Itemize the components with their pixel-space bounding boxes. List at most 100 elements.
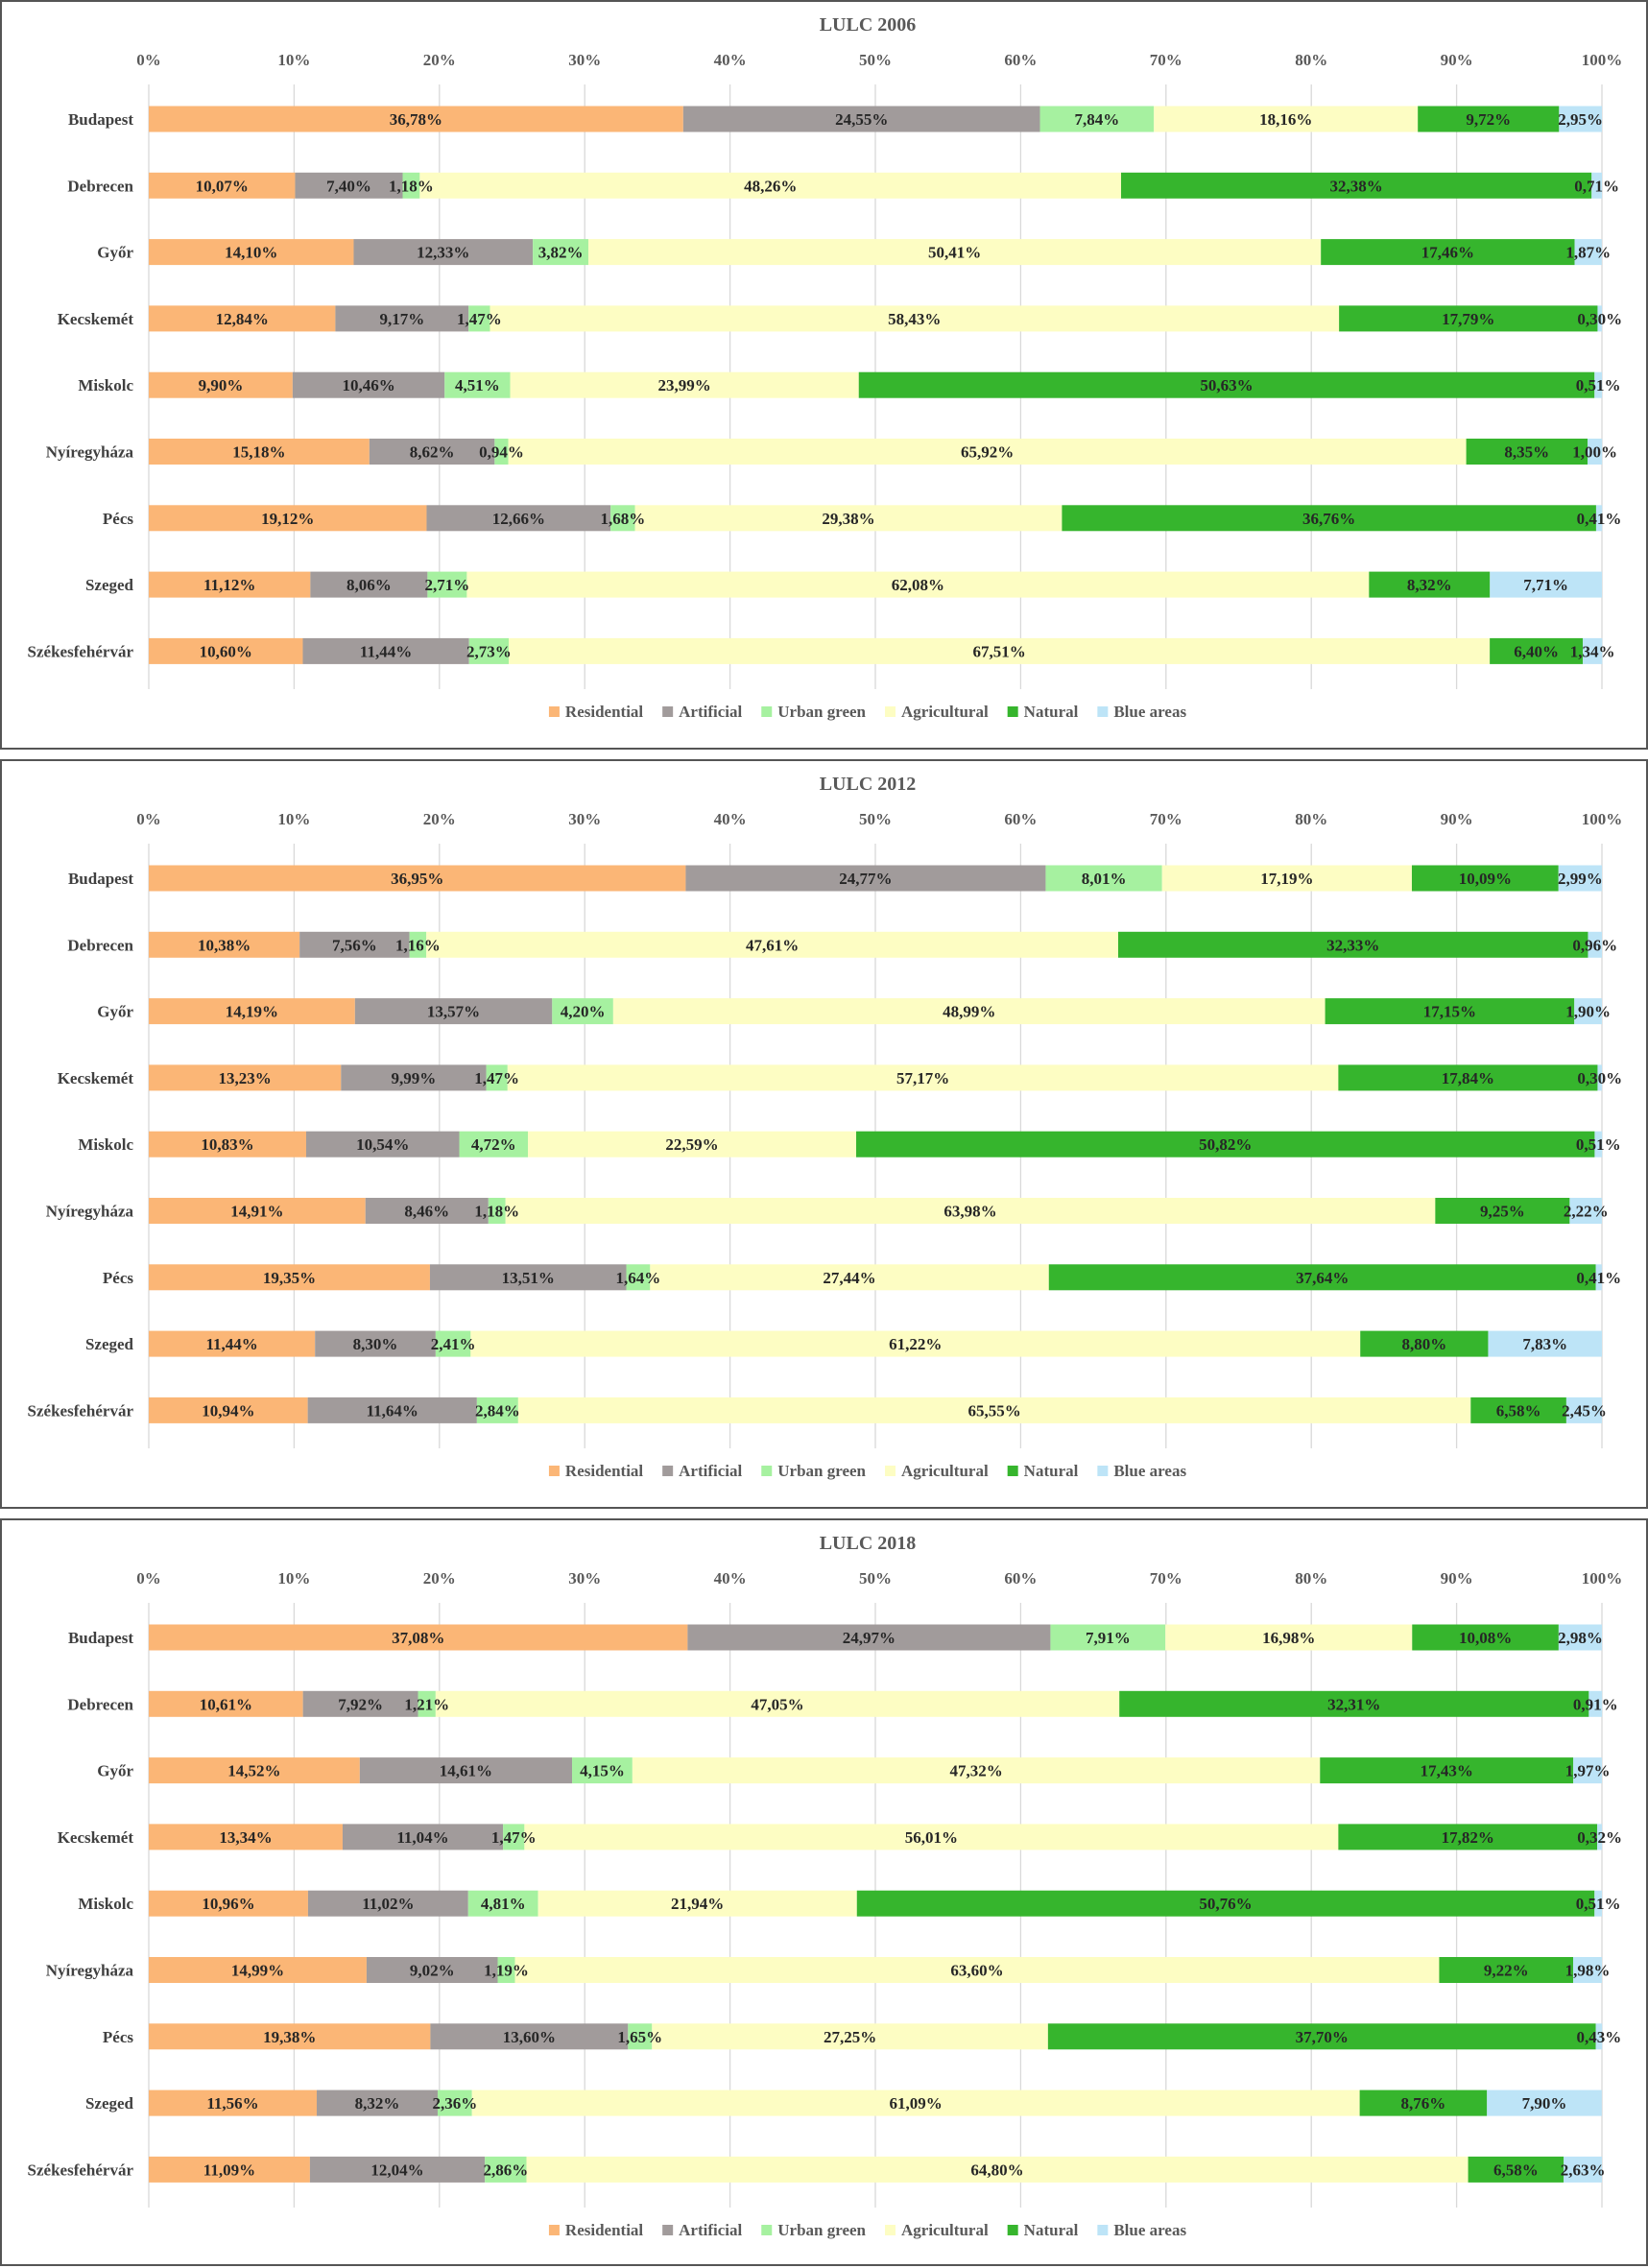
- chart1-data-label-miskolc-residential: 10,83%: [201, 1135, 253, 1154]
- chart2-bar-szekesfehervar-agricultural: [526, 2156, 1469, 2183]
- chart0-legend-item-natural: Natural: [1007, 703, 1079, 721]
- chart0-bar-kecskemet-blue-areas: [1597, 305, 1602, 332]
- chart-panel-2018: LULC 2018 0% 10% 20% 30% 40% 50% 60% 70% 80% 90% 10…: [0, 1518, 1648, 2266]
- chart1-data-label-debrecen-natural: 32,33%: [1326, 936, 1379, 954]
- chart2-category-label-debrecen: Debrecen: [67, 1695, 133, 1713]
- chart0-bar-debrecen-artificial: [295, 172, 403, 199]
- chart0-bar-nyiregyhaza-urban-green: [494, 439, 509, 465]
- chart2-xtick-label-3: 30%: [568, 1569, 601, 1588]
- chart1-bar-miskolc-blue-areas: [1594, 1131, 1603, 1158]
- chart1-category-label-budapest: Budapest: [68, 870, 133, 888]
- chart2-bar-budapest-natural: [1412, 1624, 1559, 1651]
- chart0-bar-gyor-urban-green: [533, 239, 588, 266]
- chart1-data-label-budapest-blue-areas: 2,99%: [1558, 870, 1603, 888]
- chart2-bar-miskolc-artificial: [307, 1890, 468, 1917]
- chart2-xtick-label-5: 50%: [859, 1569, 892, 1588]
- chart1-bar-nyiregyhaza-agricultural: [505, 1198, 1436, 1224]
- chart1-bar-szeged-natural: [1360, 1330, 1489, 1357]
- chart2-bar-nyiregyhaza-residential: [149, 1957, 367, 1983]
- chart0-data-label-gyor-residential: 14,10%: [225, 244, 277, 262]
- chart0-bar-debrecen-residential: [149, 172, 296, 199]
- chart2-xtick-label-10: 100%: [1582, 1569, 1623, 1588]
- chart0-legend-item-residential: Residential: [548, 703, 643, 721]
- chart1-bar-miskolc-urban-green: [459, 1131, 529, 1158]
- chart1-legend-swatch-urban-green: [761, 1466, 773, 1476]
- chart2-data-label-miskolc-urban-green: 4,81%: [481, 1895, 526, 1913]
- chart0-bar-nyiregyhaza-residential: [149, 439, 370, 465]
- chart1-bar-szeged-residential: [149, 1330, 316, 1357]
- chart1-bar-szekesfehervar-urban-green: [476, 1397, 518, 1423]
- chart1-data-label-nyiregyhaza-agricultural: 63,98%: [943, 1203, 996, 1221]
- chart2-bar-nyiregyhaza-natural: [1439, 1957, 1574, 1983]
- chart1-bar-nyiregyhaza-residential: [149, 1198, 366, 1224]
- chart0-xtick-label-0: 0%: [136, 51, 161, 69]
- chart2-data-label-szeged-urban-green: 2,36%: [432, 2094, 477, 2113]
- chart2-data-label-kecskemet-residential: 13,34%: [219, 1828, 272, 1847]
- chart2-legend: Residential Artificial Urban green Agricult…: [548, 2221, 1186, 2239]
- chart2-xtick-label-4: 40%: [714, 1569, 747, 1588]
- chart2-data-label-nyiregyhaza-agricultural: 63,60%: [950, 1962, 1003, 1980]
- chart1-data-label-miskolc-natural: 50,82%: [1199, 1135, 1252, 1154]
- chart0-title: LULC 2006: [820, 14, 917, 36]
- chart0-category-label-szeged: Szeged: [85, 576, 134, 594]
- chart1-data-label-debrecen-blue-areas: 0,96%: [1572, 936, 1617, 954]
- chart1-category-label-gyor: Győr: [97, 1003, 133, 1021]
- chart0-bar-szeged-artificial: [310, 571, 428, 598]
- chart0-bar-szeged-natural: [1369, 571, 1491, 598]
- chart0-data-label-szeged-artificial: 8,06%: [346, 576, 392, 594]
- chart1-legend-label-urban-green: Urban green: [777, 1462, 866, 1480]
- chart2-bar-szeged-blue-areas: [1487, 2089, 1602, 2116]
- chart0-data-label-szekesfehervar-artificial: 11,44%: [360, 642, 412, 660]
- chart2-legend-label-urban-green: Urban green: [777, 2221, 866, 2239]
- chart2-category-label-kecskemet: Kecskemét: [58, 1828, 134, 1847]
- chart-panel-2012: LULC 2012 0% 10% 20% 30% 40% 50% 60% 70% 80% 90% 10…: [0, 759, 1648, 1509]
- chart1-category-label-debrecen: Debrecen: [67, 936, 133, 954]
- chart0-legend-swatch-residential: [548, 706, 560, 717]
- chart0-bar-pecs-agricultural: [634, 505, 1063, 532]
- chart0-data-label-gyor-agricultural: 50,41%: [928, 244, 981, 262]
- chart1-legend-swatch-natural: [1007, 1466, 1018, 1476]
- chart2-data-label-kecskemet-agricultural: 56,01%: [905, 1828, 958, 1847]
- chart0-bar-miskolc-agricultural: [510, 371, 859, 398]
- chart0-data-label-debrecen-urban-green: 1,18%: [389, 177, 434, 195]
- chart2-xtick-label-8: 80%: [1295, 1569, 1327, 1588]
- chart2-legend-swatch-agricultural: [885, 2225, 896, 2235]
- chart2-category-label-szekesfehervar: Székesfehérvár: [28, 2161, 134, 2179]
- chart1-title: LULC 2012: [820, 774, 917, 795]
- chart0-bar-debrecen-agricultural: [419, 172, 1122, 199]
- chart1-bar-szekesfehervar-residential: [149, 1397, 308, 1423]
- chart2-bar-miskolc-natural: [856, 1890, 1595, 1917]
- chart1-bar-miskolc-natural: [856, 1131, 1595, 1158]
- chart0-xtick-label-2: 20%: [423, 51, 456, 69]
- chart0-category-label-szekesfehervar: Székesfehérvár: [28, 642, 134, 660]
- chart1-bar-gyor-blue-areas: [1574, 998, 1602, 1025]
- chart2-bar-debrecen-urban-green: [418, 1690, 436, 1717]
- chart0-legend-label-artificial: Artificial: [679, 703, 742, 721]
- chart2-legend-item-artificial: Artificial: [662, 2221, 743, 2239]
- chart1-bar-szekesfehervar-blue-areas: [1565, 1397, 1602, 1423]
- chart0-xtick-label-6: 60%: [1004, 51, 1037, 69]
- chart1-data-label-szeged-residential: 11,44%: [205, 1335, 257, 1353]
- chart1-legend-item-residential: Residential: [548, 1462, 643, 1480]
- chart1-data-label-szekesfehervar-urban-green: 2,84%: [475, 1401, 520, 1420]
- chart-svg-2012: LULC 2012 0% 10% 20% 30% 40% 50% 60% 70% 80% 90% 10…: [28, 774, 1623, 1480]
- chart2-legend-item-natural: Natural: [1007, 2221, 1079, 2239]
- chart1-xtick-label-6: 60%: [1004, 810, 1037, 828]
- chart0-data-label-nyiregyhaza-blue-areas: 1,00%: [1572, 443, 1617, 462]
- chart1-data-label-szekesfehervar-residential: 10,94%: [202, 1401, 254, 1420]
- chart1-bar-kecskemet-residential: [149, 1064, 342, 1091]
- chart0-bar-debrecen-blue-areas: [1591, 172, 1602, 199]
- chart0-data-label-debrecen-blue-areas: 0,71%: [1574, 177, 1619, 195]
- chart0-data-label-debrecen-residential: 10,07%: [196, 177, 249, 195]
- chart2-data-label-szeged-natural: 8,76%: [1401, 2094, 1446, 2113]
- chart2-bar-gyor-residential: [149, 1757, 360, 1784]
- chart1-data-label-miskolc-agricultural: 22,59%: [665, 1135, 718, 1154]
- chart1-bar-kecskemet-urban-green: [486, 1064, 508, 1091]
- chart2-data-label-budapest-agricultural: 16,98%: [1262, 1629, 1315, 1647]
- chart1-data-label-szekesfehervar-blue-areas: 2,45%: [1562, 1401, 1607, 1420]
- chart1-category-label-kecskemet: Kecskemét: [58, 1069, 134, 1087]
- chart2-data-label-budapest-residential: 37,08%: [392, 1629, 444, 1647]
- chart1-bar-gyor-artificial: [354, 998, 553, 1025]
- chart0-data-label-budapest-agricultural: 18,16%: [1259, 110, 1312, 129]
- chart2-bar-pecs-natural: [1047, 2023, 1596, 2050]
